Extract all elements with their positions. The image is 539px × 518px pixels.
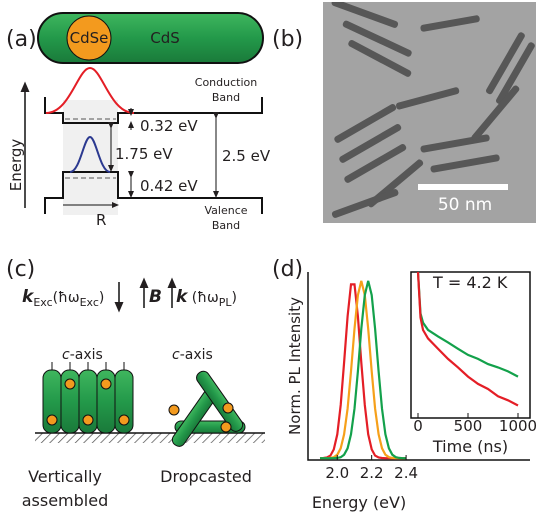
text: -axis [180, 347, 213, 363]
panel-label: (a) [6, 27, 37, 52]
subscript: PL [219, 296, 233, 309]
gap-shell: 2.5 eV [222, 147, 271, 165]
vertical-rods [43, 362, 133, 433]
band-label: Band [212, 219, 240, 232]
energy-label: Energy [7, 139, 25, 192]
text: (ħω [187, 290, 218, 306]
figure: (a) (b) (c) (d) CdSe CdS Energy 0.32 eV … [0, 0, 539, 518]
caption: Dropcasted [160, 467, 252, 486]
series-line [320, 281, 406, 458]
k-pl-label: k (ħωPL) [176, 287, 237, 309]
radius-label: R [96, 211, 106, 229]
text: -axis [70, 347, 103, 363]
c-axis-label: c-axis [62, 347, 103, 363]
x-axis-label: Time (ns) [432, 437, 508, 456]
x-tick-label: 2.0 [325, 464, 349, 482]
caption: Vertically [28, 467, 102, 486]
band-label: Valence [204, 204, 247, 217]
panel-label: (c) [6, 257, 35, 282]
x-tick-label: 2.4 [394, 464, 418, 482]
band-label: Band [212, 91, 240, 104]
subscript: Exc [33, 296, 52, 309]
well-region [63, 100, 118, 215]
core-label: CdSe [70, 29, 109, 47]
gap-core: 1.75 eV [115, 145, 173, 163]
text: ) [99, 290, 104, 306]
x-axis-label: Energy (eV) [312, 493, 406, 512]
x-tick-label: 0 [413, 417, 423, 435]
text: (ħω [53, 290, 80, 306]
annotation: T = 4.2 K [432, 273, 508, 292]
band-label: Conduction [195, 76, 257, 89]
scale-bar [418, 184, 508, 190]
scale-label: 50 nm [438, 195, 492, 215]
y-axis-label: Norm. PL Intensity [286, 297, 304, 435]
panel-label: (d) [272, 257, 303, 282]
substrate [35, 433, 265, 443]
inset-frame [411, 272, 530, 418]
offset-cb: 0.32 eV [140, 117, 198, 135]
x-tick-label: 1000 [499, 417, 537, 435]
text: ) [231, 290, 236, 306]
x-tick-label: 2.2 [360, 464, 384, 482]
caption: assembled [22, 491, 109, 510]
c-axis-label: c-axis [172, 347, 213, 363]
offset-vb: 0.42 eV [140, 177, 198, 195]
field-label: B [149, 287, 162, 307]
k-exc-label: kExc(ħωExc) [22, 287, 104, 309]
panel-label: (b) [272, 27, 303, 52]
x-tick-label: 500 [454, 417, 483, 435]
shell-label: CdS [150, 29, 180, 47]
subscript: Exc [80, 296, 99, 309]
